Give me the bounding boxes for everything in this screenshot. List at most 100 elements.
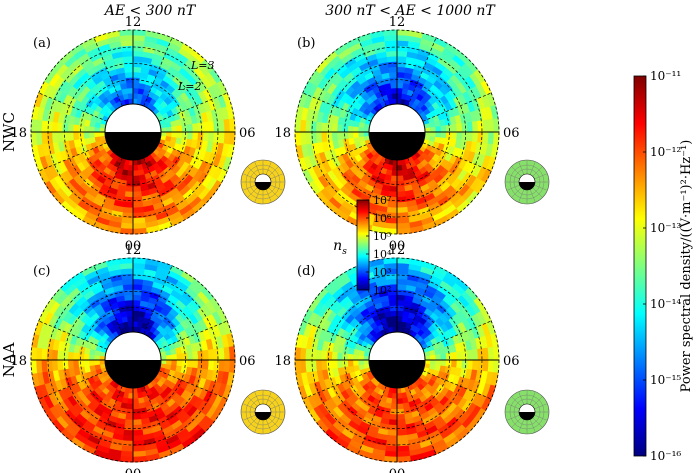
heatmap-cell (175, 200, 190, 212)
heatmap-cell (207, 313, 219, 328)
heatmap-cell (185, 138, 193, 148)
heatmap-cell (466, 88, 478, 102)
heatmap-cell (155, 183, 166, 193)
heatmap-cell (195, 140, 204, 151)
heatmap-cell (455, 428, 470, 442)
l-shell-label-2: L=2 (177, 80, 202, 93)
heatmap-cell (116, 384, 123, 392)
heatmap-cell (165, 354, 172, 361)
heatmap-cell (86, 294, 99, 305)
heatmap-cell (180, 366, 188, 375)
heatmap-cell (440, 95, 450, 106)
psd-colorbar-bar (633, 75, 647, 457)
heatmap-cell (137, 88, 145, 95)
heatmap-cell (153, 304, 164, 314)
heatmap-cell (93, 449, 109, 460)
heatmap-cell (149, 419, 161, 429)
heatmap-cell (433, 265, 449, 277)
heatmap-cell (391, 398, 398, 405)
heatmap-cell (344, 386, 354, 397)
heatmap-cell (308, 407, 321, 423)
heatmap-cell (175, 181, 187, 193)
heatmap-cell (114, 61, 125, 70)
heatmap-cell (385, 50, 398, 58)
heatmap-cell (305, 359, 312, 373)
heatmap-cell (33, 92, 44, 108)
heatmap-cell (396, 40, 410, 47)
heatmap-cell (459, 113, 468, 124)
heatmap-cell (100, 411, 111, 421)
heatmap-cell (347, 131, 354, 139)
heatmap-cell (169, 402, 180, 413)
heatmap-cell (303, 322, 313, 337)
heatmap-cell (473, 407, 486, 423)
heatmap-cell (114, 289, 125, 298)
heatmap-cell (57, 349, 64, 361)
heatmap-cell (121, 50, 134, 58)
heatmap-cell (450, 405, 462, 418)
heatmap-cell (326, 397, 338, 410)
heatmap-cell (62, 321, 73, 334)
heatmap-cell (138, 310, 147, 318)
heatmap-cell (466, 349, 473, 361)
heatmap-cell (335, 63, 349, 76)
heatmap-cell (453, 298, 466, 312)
mlt-spoke (143, 157, 173, 227)
heatmap-cell (387, 289, 398, 296)
heatmap-cell (332, 114, 340, 125)
heatmap-cell (413, 419, 425, 429)
heatmap-cell (132, 413, 142, 421)
heatmap-cell (469, 405, 482, 420)
heatmap-cell (383, 174, 392, 182)
heatmap-cell (157, 170, 167, 180)
heatmap-cell (169, 265, 185, 277)
heatmap-cell (431, 415, 444, 426)
heatmap-cell (469, 72, 482, 87)
heatmap-cell (445, 131, 452, 140)
heatmap-cell (328, 298, 341, 312)
heatmap-cell (216, 80, 228, 96)
heatmap-cell (431, 66, 444, 77)
heatmap-cell (323, 184, 337, 198)
heatmap-cell (341, 101, 351, 112)
heatmap-cell (198, 388, 209, 401)
heatmap-cell (78, 352, 85, 361)
heatmap-cell (196, 78, 209, 92)
heatmap-cell (403, 305, 412, 313)
mlt-label-12: 12 (389, 15, 406, 30)
heatmap-cell (132, 278, 145, 286)
heatmap-cell (383, 99, 390, 107)
heatmap-cell (337, 366, 345, 376)
heatmap-cell (475, 394, 487, 409)
heatmap-cell (364, 299, 375, 309)
heatmap-cell (228, 359, 236, 374)
heatmap-cell (326, 350, 333, 361)
heatmap-cell (383, 385, 390, 393)
heatmap-cell (54, 379, 64, 392)
heatmap-cell (70, 43, 86, 56)
heatmap-cell (184, 316, 195, 328)
heatmap-cell (492, 131, 500, 146)
heatmap-cell (81, 443, 97, 455)
heatmap-cell (132, 93, 139, 100)
heatmap-cell (396, 227, 411, 235)
heatmap-cell (132, 419, 142, 426)
heatmap-cell (305, 119, 312, 133)
heatmap-cell (342, 117, 350, 126)
mlt-label-18: 18 (274, 354, 291, 369)
heatmap-cell (31, 105, 40, 120)
heatmap-cell (202, 131, 209, 143)
heatmap-cell (318, 100, 328, 113)
heatmap-cell (352, 126, 359, 133)
heatmap-cell (119, 257, 134, 265)
heatmap-cell (89, 348, 96, 356)
heatmap-cell (385, 206, 398, 214)
heatmap-cell (138, 402, 147, 410)
heatmap-cell (383, 310, 392, 318)
heatmap-cell (346, 150, 355, 160)
heatmap-cell (159, 403, 170, 413)
heatmap-cell (456, 169, 468, 182)
heatmap-cell (431, 294, 444, 305)
heatmap-cell (487, 359, 495, 374)
heatmap-cell (450, 302, 462, 315)
